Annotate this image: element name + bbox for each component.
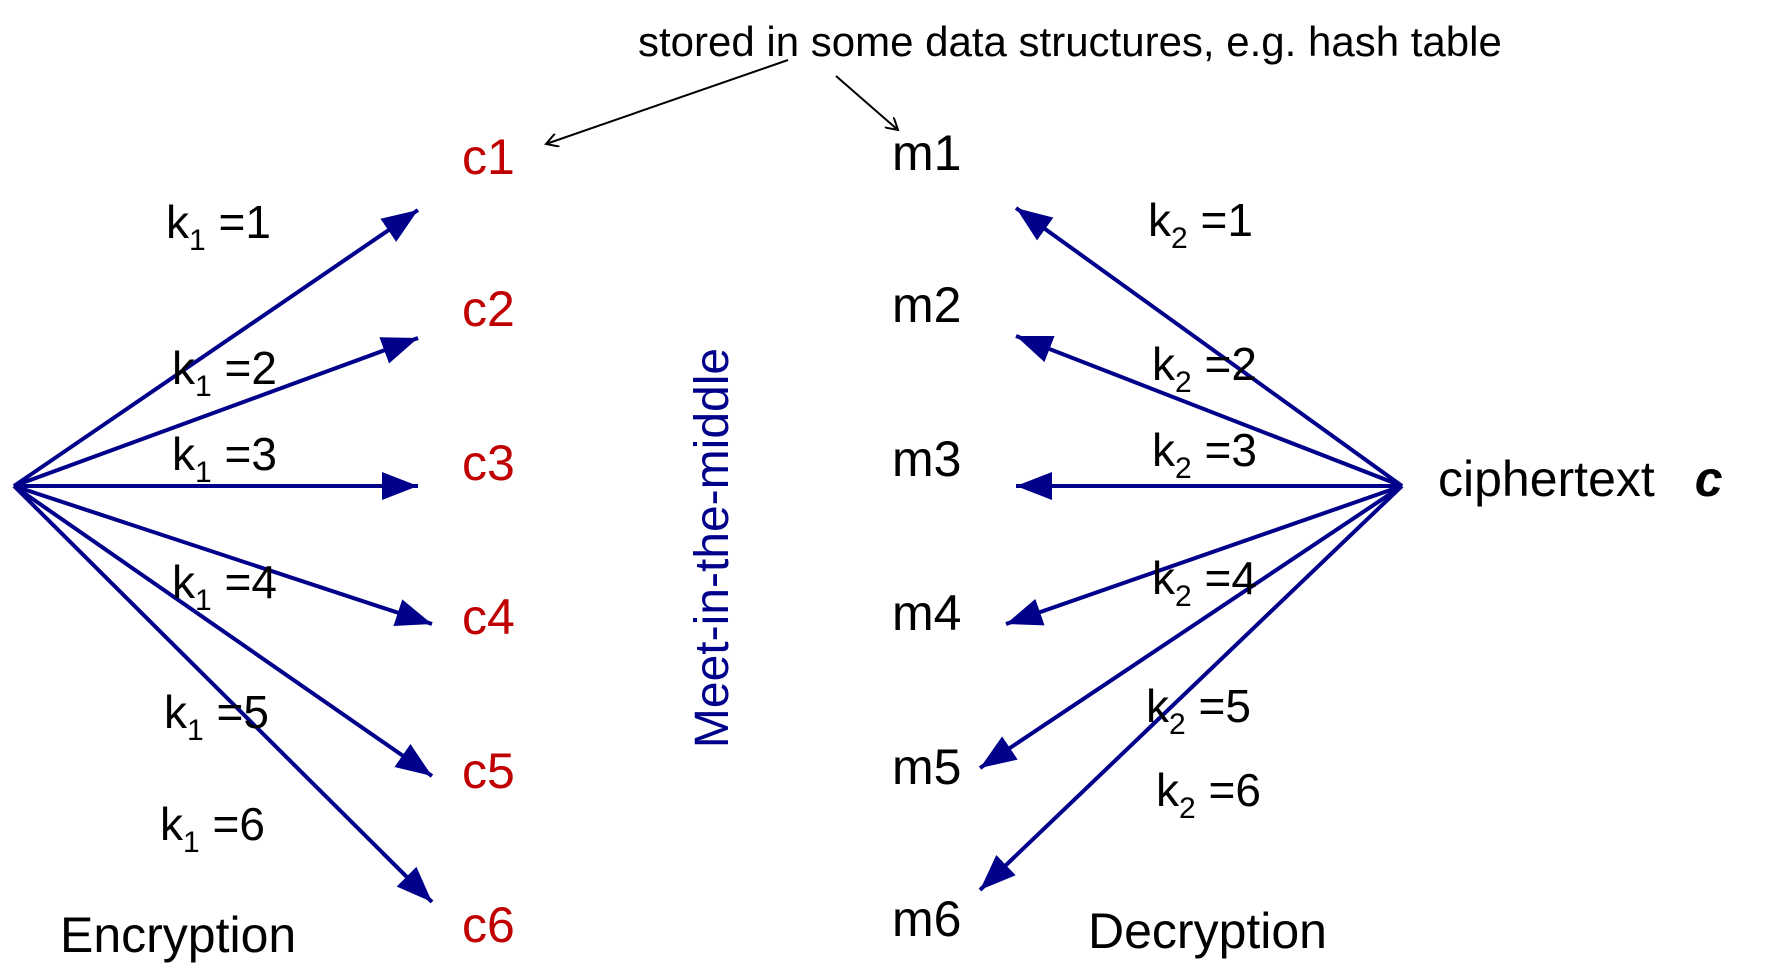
- message-m2: m2: [892, 277, 961, 333]
- annotation-arrows: [546, 59, 898, 144]
- k2-label-6: k2 =6: [1156, 764, 1261, 825]
- enc-arrow-5: [12, 484, 434, 778]
- dec-arrow-4: [1005, 484, 1403, 626]
- annotation-arrow-to-c1: [546, 59, 789, 144]
- annotation-text: stored in some data structures, e.g. has…: [638, 18, 1502, 65]
- k2-label-2: k2 =2: [1152, 338, 1257, 399]
- dec-arrow-6: [978, 484, 1404, 892]
- message-list: m1 m2 m3 m4 m5 m6: [892, 125, 961, 947]
- k1-label-4: k1 =4: [172, 556, 277, 617]
- enc-arrow-1: [12, 208, 420, 488]
- k2-label-list: k2 =1 k2 =2 k2 =3 k2 =4 k2 =5 k2 =6: [1146, 194, 1261, 825]
- message-m5: m5: [892, 739, 961, 795]
- annotation-arrow-to-m1: [835, 75, 898, 130]
- ciphertext-c1: c1: [462, 129, 515, 185]
- ciphertext-c5: c5: [462, 743, 515, 799]
- message-m6: m6: [892, 891, 961, 947]
- k2-label-3: k2 =3: [1152, 424, 1257, 485]
- k1-label-6: k1 =6: [160, 798, 265, 859]
- k1-label-1: k1 =1: [166, 196, 271, 257]
- encryption-caption: Encryption: [60, 907, 296, 963]
- message-m1: m1: [892, 125, 961, 181]
- ciphertext-list: c1 c2 c3 c4 c5 c6: [462, 129, 515, 953]
- encryption-arrows: [12, 208, 434, 904]
- k2-label-4: k2 =4: [1152, 552, 1257, 613]
- message-m4: m4: [892, 585, 961, 641]
- dec-arrow-5: [978, 484, 1404, 770]
- decryption-arrows: [978, 206, 1404, 892]
- k1-label-list: k1 =1 k1 =2 k1 =3 k1 =4 k1 =5 k1 =6: [160, 196, 277, 859]
- dec-arrow-1: [1014, 206, 1404, 488]
- k1-label-2: k1 =2: [172, 342, 277, 403]
- k1-label-3: k1 =3: [172, 428, 277, 489]
- ciphertext-label: ciphertext c: [1438, 451, 1723, 507]
- ciphertext-c3: c3: [462, 435, 515, 491]
- ciphertext-symbol: c: [1695, 451, 1723, 507]
- message-m3: m3: [892, 431, 961, 487]
- k2-label-5: k2 =5: [1146, 680, 1251, 741]
- decryption-caption: Decryption: [1088, 903, 1327, 959]
- ciphertext-word: ciphertext: [1438, 451, 1655, 507]
- dec-arrow-2: [1015, 334, 1403, 488]
- ciphertext-c2: c2: [462, 281, 515, 337]
- enc-arrow-2: [13, 336, 419, 488]
- enc-arrow-6: [12, 484, 434, 904]
- meet-in-the-middle-label: Meet-in-the-middle: [686, 348, 739, 748]
- ciphertext-c6: c6: [462, 897, 515, 953]
- ciphertext-c4: c4: [462, 589, 515, 645]
- enc-arrow-4: [13, 484, 433, 627]
- k2-label-1: k2 =1: [1148, 194, 1253, 255]
- k1-label-5: k1 =5: [164, 686, 269, 747]
